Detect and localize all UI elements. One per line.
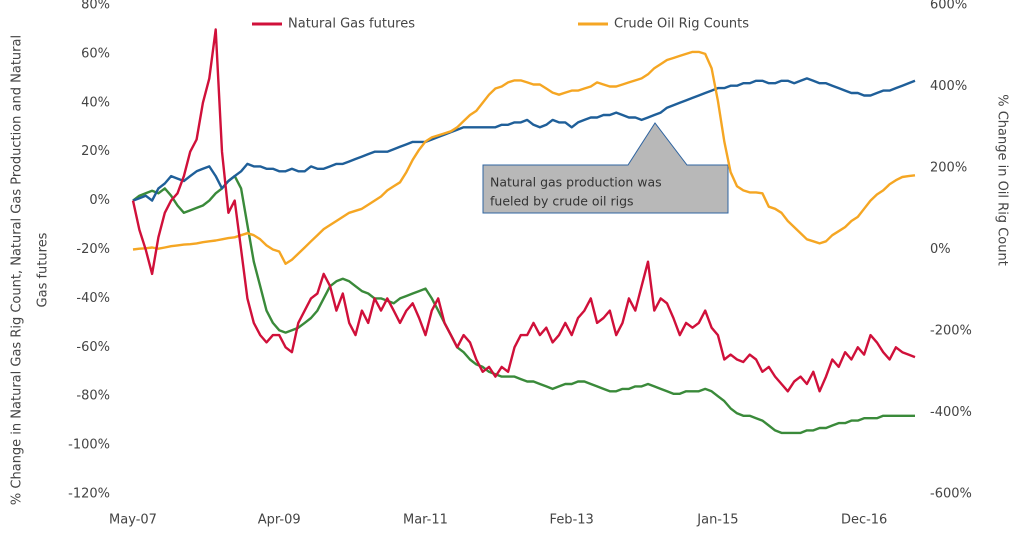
y-tick-label: -40%	[76, 291, 110, 306]
y2-tick-label: -400%	[930, 405, 972, 420]
y-tick-label: -60%	[76, 340, 110, 355]
annotation: Natural gas production was	[490, 175, 662, 190]
y-tick-label: -20%	[76, 242, 110, 257]
x-tick-label: Dec-16	[841, 513, 887, 528]
series-line	[131, 28, 916, 393]
y-tick-label: -120%	[68, 487, 110, 502]
y2-tick-label: -200%	[930, 324, 972, 339]
y2-tick-label: 400%	[930, 79, 967, 94]
series-line	[132, 77, 916, 202]
series-line	[132, 174, 915, 435]
x-tick-label: Feb-13	[550, 513, 594, 528]
y2-tick-label: 200%	[930, 161, 967, 176]
x-tick-label: Mar-11	[403, 513, 448, 528]
y-tick-label: -80%	[76, 389, 110, 404]
y-tick-label: 60%	[81, 46, 110, 61]
y2-tick-label: 600%	[930, 0, 967, 13]
y2-axis-title: % Change in Oil Rig Count	[995, 94, 1010, 266]
y2-tick-label: 0%	[930, 242, 951, 257]
y-axis-title: % Change in Natural Gas Rig Count, Natur…	[10, 35, 25, 505]
y-tick-label: 80%	[81, 0, 110, 13]
x-tick-label: Jan-15	[696, 513, 738, 528]
series-line	[132, 50, 916, 265]
legend-label: Natural Gas futures	[288, 17, 415, 32]
y-tick-label: -100%	[68, 438, 110, 453]
callout-box	[482, 122, 729, 214]
y-tick-label: 40%	[81, 95, 110, 110]
legend-label: Crude Oil Rig Counts	[614, 17, 749, 32]
y-tick-label: 0%	[89, 193, 110, 208]
x-tick-label: May-07	[109, 513, 157, 528]
x-tick-label: Apr-09	[258, 513, 301, 528]
y-tick-label: 20%	[81, 144, 110, 159]
y2-tick-label: -600%	[930, 487, 972, 502]
y-axis-title: Gas futures	[36, 232, 51, 307]
annotation: fueled by crude oil rigs	[490, 194, 634, 209]
